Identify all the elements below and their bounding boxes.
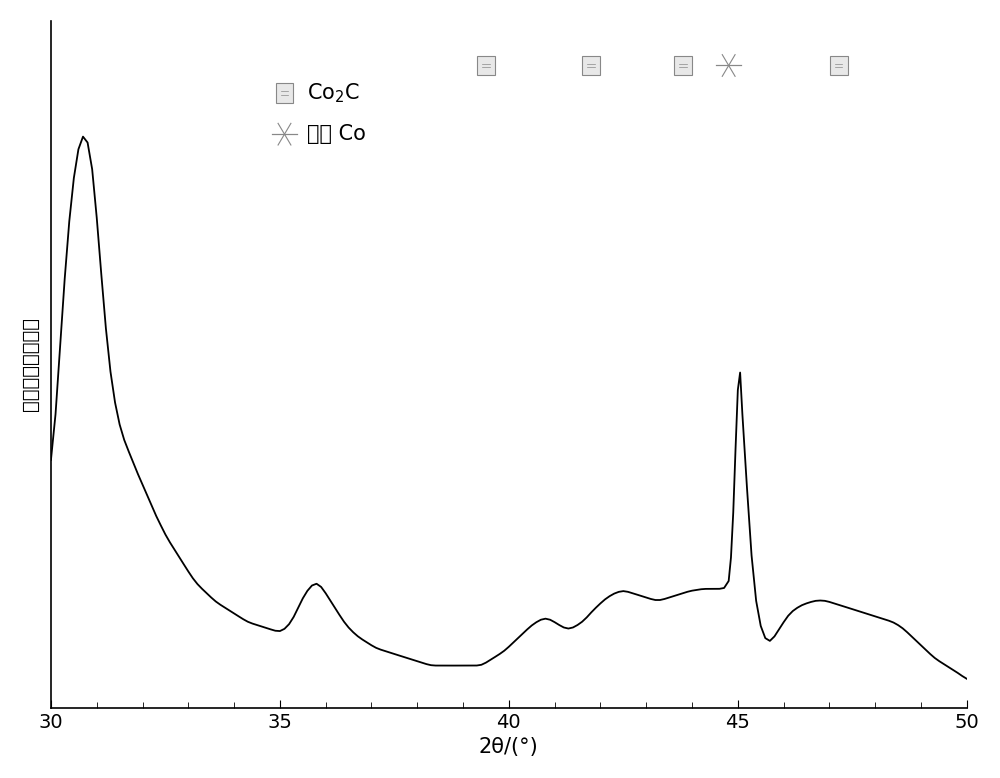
Text: 金属 Co: 金属 Co xyxy=(307,124,366,144)
FancyBboxPatch shape xyxy=(477,56,495,75)
Y-axis label: 强度（任意单位）: 强度（任意单位） xyxy=(21,317,40,412)
FancyBboxPatch shape xyxy=(830,56,848,75)
FancyBboxPatch shape xyxy=(674,56,692,75)
Text: Co$_2$C: Co$_2$C xyxy=(307,81,360,105)
FancyBboxPatch shape xyxy=(582,56,600,75)
FancyBboxPatch shape xyxy=(276,83,293,103)
X-axis label: 2θ/(°): 2θ/(°) xyxy=(479,738,539,757)
